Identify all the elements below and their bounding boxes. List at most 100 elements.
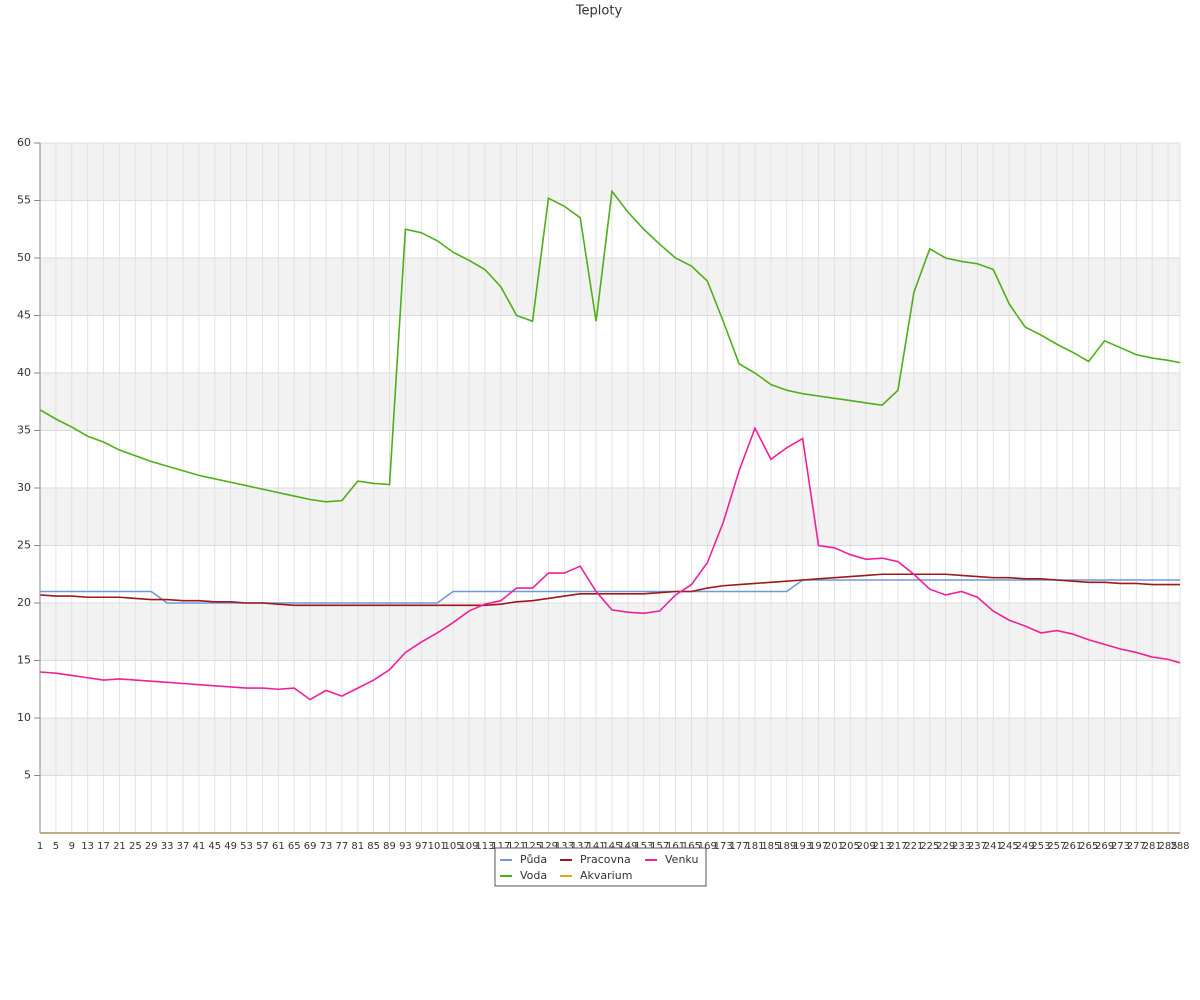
x-tick-label: 49	[224, 841, 237, 852]
x-tick-label: 57	[256, 841, 269, 852]
y-tick-label: 15	[17, 654, 31, 667]
y-tick-label: 40	[17, 366, 31, 379]
x-tick-label: 213	[873, 841, 892, 852]
legend-label: Voda	[520, 869, 547, 882]
x-tick-label: 149	[618, 841, 637, 852]
x-tick-label: 169	[698, 841, 717, 852]
x-tick-label: 269	[1095, 841, 1114, 852]
legend-label: Venku	[665, 853, 698, 866]
x-tick-label: 245	[1000, 841, 1019, 852]
x-tick-label: 85	[367, 841, 380, 852]
x-tick-label: 137	[571, 841, 590, 852]
x-tick-label: 205	[841, 841, 860, 852]
chart-title: Teploty	[575, 4, 623, 19]
x-tick-label: 69	[304, 841, 317, 852]
grid-band	[40, 603, 1180, 661]
x-tick-label: 233	[952, 841, 971, 852]
x-tick-label: 61	[272, 841, 285, 852]
x-tick-label: 201	[825, 841, 844, 852]
y-tick-label: 20	[17, 596, 31, 609]
y-tick-label: 55	[17, 194, 31, 207]
axes: 1 5 9 13 17 21 25 29 33 37 41 45 49 53 57 61 65 69 73 77 81 8…	[17, 136, 1190, 852]
x-tick-label: 265	[1079, 841, 1098, 852]
y-tick-label: 50	[17, 251, 31, 264]
x-tick-label: 177	[730, 841, 749, 852]
x-tick-label: 185	[761, 841, 780, 852]
x-tick-label: 53	[240, 841, 253, 852]
x-tick-label: 81	[351, 841, 364, 852]
x-tick-label: 109	[459, 841, 478, 852]
x-tick-label: 225	[920, 841, 939, 852]
y-tick-label: 45	[17, 309, 31, 322]
x-tick-label: 145	[602, 841, 621, 852]
x-tick-label: 101	[428, 841, 447, 852]
x-tick-label: 241	[984, 841, 1003, 852]
x-tick-label: 125	[523, 841, 542, 852]
y-tick-label: 30	[17, 481, 31, 494]
x-tick-label: 189	[777, 841, 796, 852]
x-tick-label: 261	[1063, 841, 1082, 852]
x-tick-label: 105	[444, 841, 463, 852]
x-tick-label: 277	[1127, 841, 1146, 852]
x-tick-label: 41	[193, 841, 206, 852]
x-tick-label: 197	[809, 841, 828, 852]
x-tick-label: 141	[587, 841, 606, 852]
x-tick-label: 117	[491, 841, 510, 852]
y-tick-label: 10	[17, 711, 31, 724]
x-tick-label: 285	[1159, 841, 1178, 852]
series-line	[39, 573, 1180, 607]
x-tick-label: 257	[1047, 841, 1066, 852]
grid-band	[40, 488, 1180, 546]
x-tick-label: 13	[81, 841, 94, 852]
x-tick-label: 1	[37, 841, 43, 852]
x-tick-label: 157	[650, 841, 669, 852]
x-tick-label: 181	[745, 841, 764, 852]
series-line	[39, 426, 1181, 701]
x-tick-label: 288	[1170, 841, 1189, 852]
grid-band	[40, 718, 1180, 776]
series-line	[40, 579, 1180, 604]
x-tick-label: 249	[1016, 841, 1035, 852]
grid	[39, 142, 1181, 833]
grid-band	[40, 143, 1180, 201]
y-tick-label: 35	[17, 424, 31, 437]
x-tick-label: 5	[53, 841, 59, 852]
legend-label: Akvarium	[580, 869, 632, 882]
x-tick-label: 253	[1031, 841, 1050, 852]
grid-band	[40, 373, 1180, 431]
x-tick-label: 113	[475, 841, 494, 852]
legend: Půda Voda Pracovna Akvarium Venku	[500, 853, 698, 882]
x-tick-label: 209	[857, 841, 876, 852]
x-tick-label: 93	[399, 841, 412, 852]
x-tick-label: 153	[634, 841, 653, 852]
x-tick-label: 89	[383, 841, 396, 852]
legend-label: Půda	[520, 853, 547, 866]
x-tick-label: 221	[904, 841, 923, 852]
legend-label: Pracovna	[580, 853, 631, 866]
x-tick-label: 173	[714, 841, 733, 852]
x-tick-label: 161	[666, 841, 685, 852]
x-tick-label: 193	[793, 841, 812, 852]
x-tick-label: 45	[208, 841, 221, 852]
x-tick-label: 217	[888, 841, 907, 852]
x-tick-label: 25	[129, 841, 142, 852]
x-tick-label: 37	[177, 841, 190, 852]
x-tick-label: 229	[936, 841, 955, 852]
y-tick-label: 25	[17, 539, 31, 552]
x-tick-label: 165	[682, 841, 701, 852]
x-tick-label: 129	[539, 841, 558, 852]
legend-box	[494, 847, 707, 887]
x-tick-label: 121	[507, 841, 526, 852]
x-tick-label: 73	[320, 841, 333, 852]
x-tick-label: 237	[968, 841, 987, 852]
y-tick-label: 5	[24, 769, 31, 782]
plot-background	[40, 143, 1180, 776]
x-tick-label: 133	[555, 841, 574, 852]
x-tick-label: 97	[415, 841, 428, 852]
x-tick-label: 9	[69, 841, 75, 852]
x-tick-label: 273	[1111, 841, 1130, 852]
x-tick-label: 33	[161, 841, 174, 852]
x-tick-label: 29	[145, 841, 158, 852]
series-line	[39, 189, 1181, 503]
